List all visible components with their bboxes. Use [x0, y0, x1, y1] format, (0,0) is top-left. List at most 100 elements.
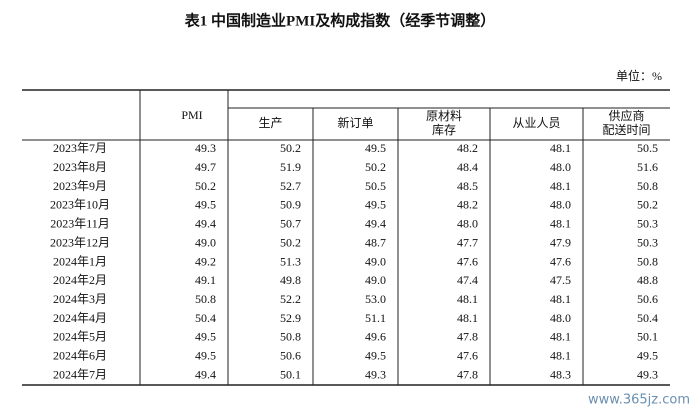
cell: 50.1: [280, 367, 301, 381]
cell: 49.5: [195, 349, 216, 363]
cell: 49.5: [195, 330, 216, 344]
cell: 50.5: [637, 141, 658, 155]
cell: 48.1: [550, 292, 571, 306]
cell: 48.3: [550, 367, 571, 381]
row-label: 2024年6月: [53, 349, 107, 363]
row-label: 2023年12月: [50, 235, 110, 249]
cell: 48.1: [457, 292, 478, 306]
cell: 50.4: [195, 311, 216, 325]
cell: 50.9: [280, 198, 301, 212]
cell: 52.9: [280, 311, 301, 325]
row-label: 2024年1月: [53, 254, 107, 268]
cell: 49.0: [365, 254, 386, 268]
column-header: 原材料: [426, 109, 462, 123]
column-header: 新订单: [337, 115, 373, 130]
cell: 50.3: [637, 235, 658, 249]
cell: 49.2: [195, 254, 216, 268]
cell: 51.9: [280, 160, 301, 174]
cell: 50.2: [280, 141, 301, 155]
cell: 50.2: [195, 179, 216, 193]
cell: 49.5: [365, 198, 386, 212]
column-header: 库存: [432, 122, 456, 137]
cell: 49.3: [195, 141, 216, 155]
cell: 48.1: [550, 330, 571, 344]
cell: 53.0: [365, 292, 386, 306]
row-label: 2024年7月: [53, 367, 107, 381]
cell: 47.4: [457, 273, 478, 287]
cell: 47.8: [457, 330, 478, 344]
watermark: www.365jz.com: [588, 393, 690, 408]
cell: 49.5: [365, 349, 386, 363]
cell: 50.5: [365, 179, 386, 193]
cell: 52.7: [280, 179, 301, 193]
cell: 50.2: [280, 235, 301, 249]
cell: 48.7: [365, 235, 386, 249]
cell: 47.6: [457, 254, 478, 268]
cell: 48.2: [457, 141, 478, 155]
cell: 49.3: [365, 367, 386, 381]
cell: 47.6: [550, 254, 571, 268]
cell: 48.4: [457, 160, 478, 174]
column-header: PMI: [181, 108, 202, 122]
cell: 49.7: [195, 160, 216, 174]
row-label: 2024年2月: [53, 273, 107, 287]
cell: 49.0: [365, 273, 386, 287]
cell: 49.4: [195, 367, 216, 381]
cell: 47.6: [457, 349, 478, 363]
cell: 49.5: [637, 349, 658, 363]
column-header: 供应商: [608, 108, 644, 123]
cell: 48.1: [457, 311, 478, 325]
row-label: 2023年7月: [53, 141, 107, 155]
cell: 47.9: [550, 235, 571, 249]
row-label: 2024年4月: [53, 311, 107, 325]
title: 表1 中国制造业PMI及构成指数（经季节调整）: [185, 11, 495, 29]
column-header: 从业人员: [512, 116, 560, 130]
row-label: 2023年11月: [50, 217, 110, 231]
cell: 50.8: [637, 179, 658, 193]
cell: 49.4: [195, 217, 216, 231]
cell: 48.2: [457, 198, 478, 212]
cell: 49.5: [365, 141, 386, 155]
cell: 49.0: [195, 235, 216, 249]
cell: 49.4: [365, 217, 386, 231]
column-header: 配送时间: [602, 122, 650, 137]
row-label: 2024年5月: [53, 330, 107, 344]
cell: 48.5: [457, 179, 478, 193]
row-label: 2023年9月: [53, 179, 107, 193]
cell: 48.1: [550, 141, 571, 155]
cell: 48.8: [637, 273, 658, 287]
cell: 48.0: [550, 311, 571, 325]
cell: 49.3: [637, 367, 658, 381]
cell: 47.8: [457, 367, 478, 381]
cell: 50.2: [637, 198, 658, 212]
cell: 50.6: [280, 349, 301, 363]
cell: 48.1: [550, 179, 571, 193]
cell: 48.0: [550, 198, 571, 212]
cell: 48.1: [550, 217, 571, 231]
cell: 50.6: [637, 292, 658, 306]
cell: 50.8: [280, 330, 301, 344]
row-label: 2023年10月: [50, 198, 110, 212]
cell: 49.5: [195, 198, 216, 212]
cell: 47.5: [550, 273, 571, 287]
cell: 51.6: [637, 160, 658, 174]
unit: 单位：%: [616, 68, 662, 83]
row-label: 2023年8月: [53, 160, 107, 174]
cell: 50.3: [637, 217, 658, 231]
cell: 51.3: [280, 254, 301, 268]
cell: 50.8: [637, 254, 658, 268]
cell: 50.1: [637, 330, 658, 344]
cell: 49.6: [365, 330, 386, 344]
cell: 50.2: [365, 160, 386, 174]
cell: 49.8: [280, 273, 301, 287]
row-label: 2024年3月: [53, 292, 107, 306]
cell: 51.1: [365, 311, 386, 325]
cell: 52.2: [280, 292, 301, 306]
cell: 48.0: [550, 160, 571, 174]
cell: 47.7: [457, 235, 478, 249]
cell: 50.4: [637, 311, 658, 325]
cell: 48.0: [457, 217, 478, 231]
column-header: 生产: [258, 116, 282, 130]
